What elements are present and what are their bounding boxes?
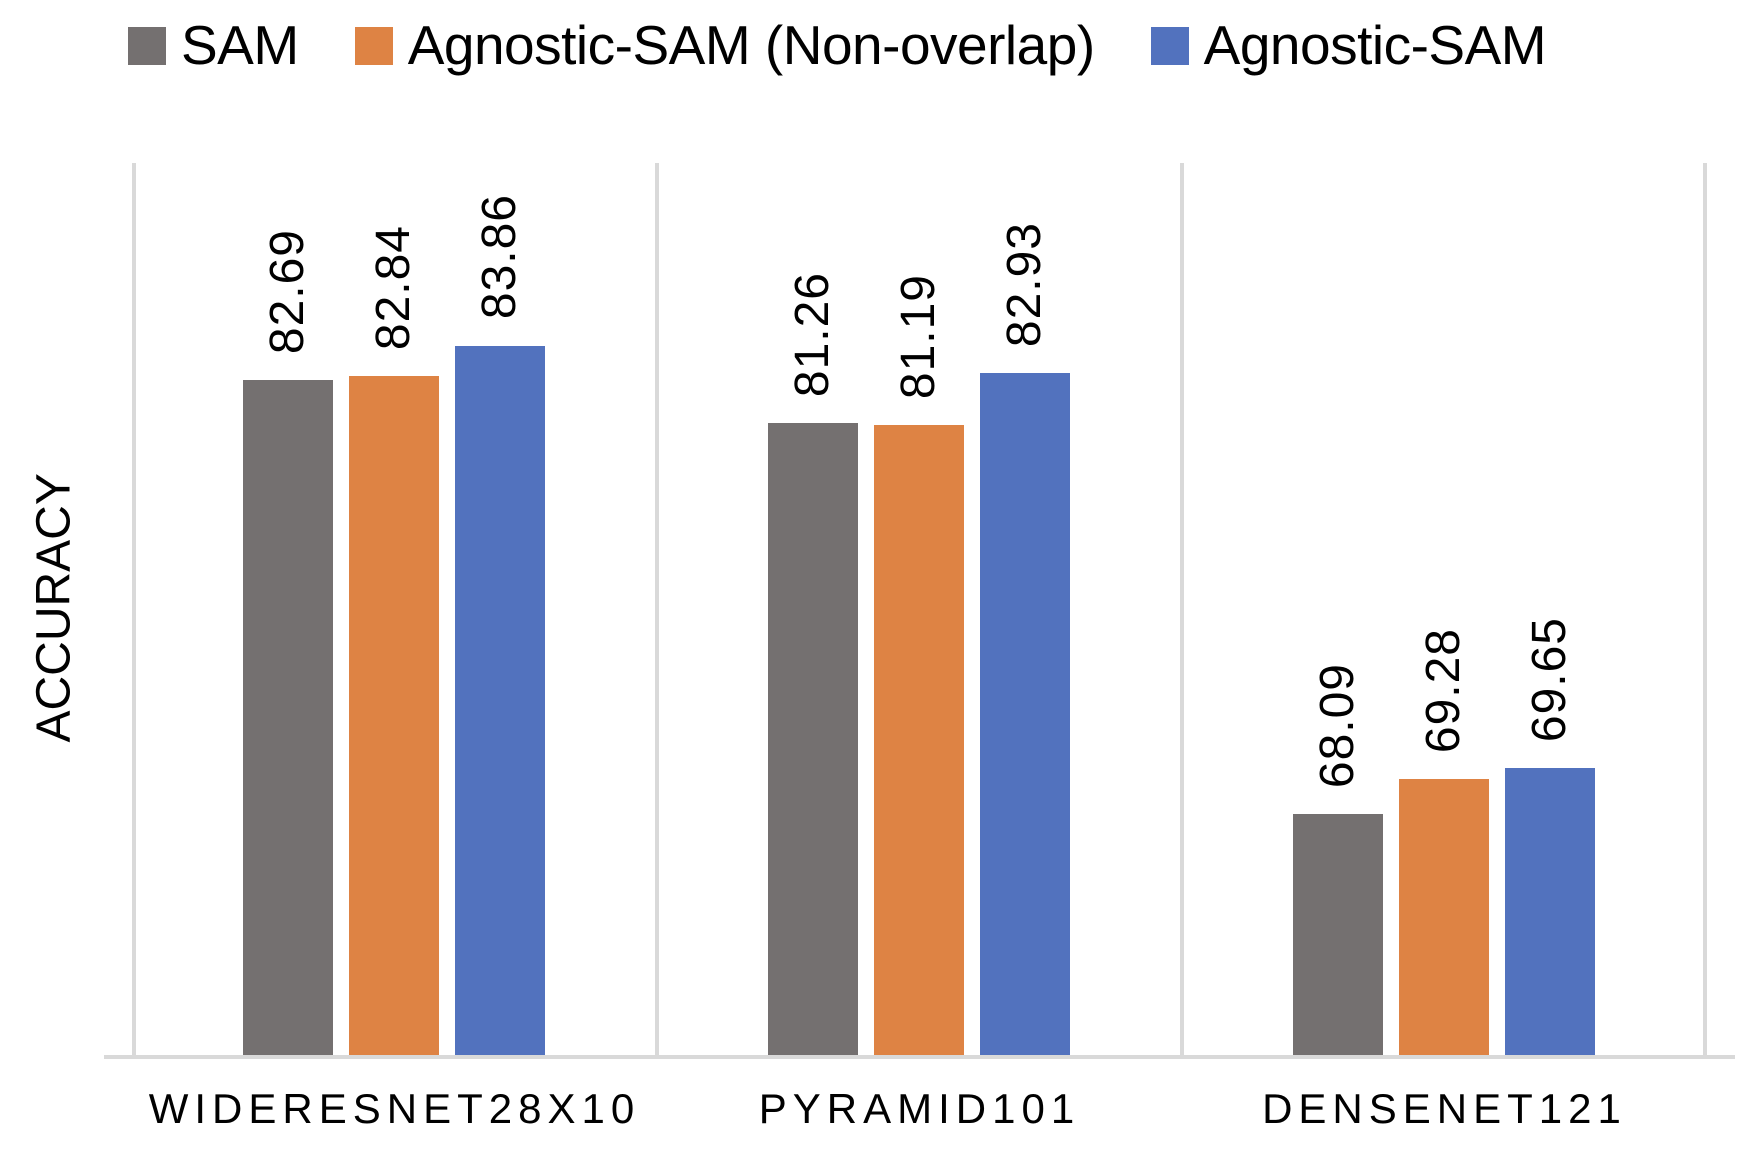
bar: [1293, 814, 1384, 1055]
x-axis-labels: WIDERESNET28X10 PYRAMID101 DENSENET121: [132, 1085, 1707, 1145]
legend-item: Agnostic-SAM: [1150, 14, 1547, 76]
bar-value-label: 68.09: [1311, 663, 1365, 789]
y-axis-line: [132, 163, 136, 1055]
bar-column: 69.28: [1399, 163, 1490, 1055]
bar-value-label: 82.93: [998, 222, 1052, 348]
bar-column: 68.09: [1293, 163, 1384, 1055]
bar-column: 83.86: [455, 163, 546, 1055]
legend-swatch-icon: [128, 26, 166, 65]
bar-value-label: 81.19: [892, 273, 946, 399]
bar-value-label: 69.65: [1523, 616, 1577, 743]
bar-group: 68.09 69.28 69.65: [1182, 163, 1707, 1055]
bar-value-label: 82.84: [367, 224, 421, 350]
bar-value-label: 83.86: [473, 194, 527, 320]
bar-column: 82.84: [349, 163, 440, 1055]
bar: [1505, 768, 1596, 1055]
bar-column: 81.26: [768, 163, 859, 1055]
bar: [455, 345, 546, 1055]
bar: [874, 424, 965, 1055]
legend-item: Agnostic-SAM (Non-overlap): [354, 14, 1095, 76]
legend-swatch-icon: [354, 26, 393, 65]
legend-item: SAM: [128, 18, 299, 73]
bar: [1399, 779, 1490, 1055]
category-separator-gridline: [1179, 163, 1184, 1055]
bar-value-label: 69.28: [1417, 627, 1471, 754]
bar-group: 81.26 81.19 82.93: [657, 163, 1182, 1055]
legend-swatch-icon: [1150, 26, 1189, 65]
plot-area: 82.69 82.84 83.86 81.26 81.19 82.93 68.09 69.28…: [104, 163, 1735, 1059]
y-axis-title: ACCURACY: [27, 473, 81, 743]
bar-column: 82.93: [980, 163, 1071, 1055]
legend: SAM Agnostic-SAM (Non-overlap) Agnostic-SA…: [128, 14, 1547, 76]
bar-group: 82.69 82.84 83.86: [132, 163, 657, 1055]
bar-value-label: 82.69: [261, 229, 315, 355]
category-label: WIDERESNET28X10: [148, 1085, 641, 1132]
bar: [243, 380, 334, 1055]
bar-column: 82.69: [243, 163, 334, 1055]
legend-label: SAM: [181, 14, 299, 76]
category-label: DENSENET121: [1262, 1085, 1627, 1132]
bar: [768, 422, 859, 1055]
bar: [980, 373, 1071, 1055]
x-axis-line: [104, 1055, 1735, 1059]
category-label: PYRAMID101: [758, 1085, 1081, 1132]
bar: [349, 375, 440, 1055]
bar-column: 81.19: [874, 163, 965, 1055]
bar-value-label: 81.26: [786, 271, 840, 397]
legend-label: Agnostic-SAM (Non-overlap): [407, 14, 1095, 76]
category-separator-gridline: [1703, 163, 1707, 1055]
category-separator-gridline: [654, 163, 659, 1055]
legend-label: Agnostic-SAM: [1203, 14, 1547, 76]
bar-column: 69.65: [1505, 163, 1596, 1055]
